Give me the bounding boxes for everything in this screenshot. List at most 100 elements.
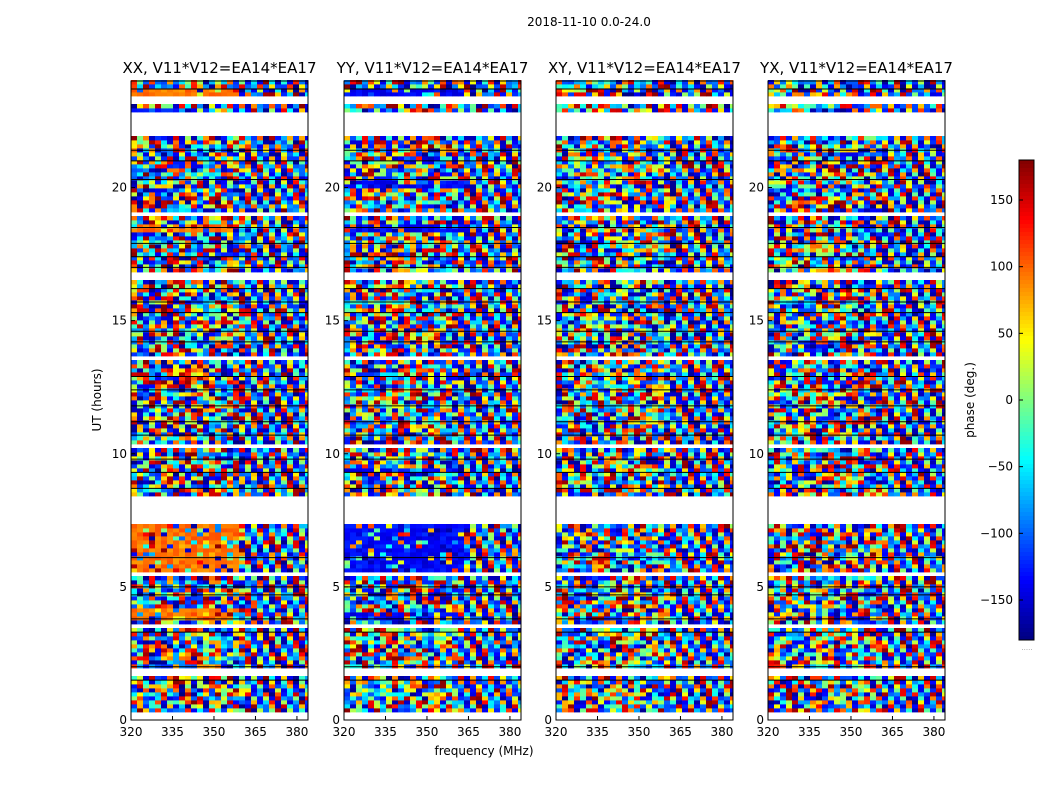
heatmap-cell	[161, 180, 168, 185]
heatmap-cell	[155, 268, 162, 273]
heatmap-cell	[161, 392, 168, 397]
heatmap-cell	[275, 472, 282, 477]
heatmap-cell	[299, 232, 306, 237]
heatmap-cell	[299, 428, 306, 433]
heatmap-cell	[167, 152, 174, 157]
heatmap-cell	[185, 400, 192, 405]
heatmap-cell	[161, 312, 168, 317]
heatmap-cell	[404, 652, 411, 657]
heatmap-cell	[257, 568, 264, 573]
heatmap-cell	[500, 708, 507, 713]
heatmap-cell	[179, 180, 186, 185]
heatmap-cell	[416, 608, 423, 613]
heatmap-cell	[215, 392, 222, 397]
heatmap-cell	[251, 260, 258, 265]
heatmap-cell	[356, 700, 363, 705]
heatmap-cell	[368, 700, 375, 705]
heatmap-cell	[251, 652, 258, 657]
heatmap-cell	[203, 400, 210, 405]
heatmap-cell	[215, 224, 222, 229]
heatmap-cell	[299, 308, 306, 313]
heatmap-cell	[305, 104, 309, 109]
heatmap-cell	[251, 232, 258, 237]
heatmap-cell	[287, 140, 294, 145]
heatmap-cell	[305, 456, 309, 461]
heatmap-cell	[299, 228, 306, 233]
heatmap-cell	[131, 92, 138, 97]
heatmap-cell	[233, 544, 240, 549]
heatmap-cell	[197, 660, 204, 665]
heatmap-cell	[221, 252, 228, 257]
heatmap-cell	[299, 560, 306, 565]
heatmap-cell	[209, 144, 216, 149]
heatmap-cell	[251, 524, 258, 529]
heatmap-cell	[137, 180, 144, 185]
heatmap-cell	[476, 656, 483, 661]
heatmap-cell	[209, 316, 216, 321]
heatmap-cell	[422, 636, 429, 641]
heatmap-cell	[227, 252, 234, 257]
heatmap-cell	[209, 168, 216, 173]
heatmap-cell	[257, 600, 264, 605]
heatmap-cell	[392, 600, 399, 605]
heatmap-cell	[179, 492, 186, 497]
heatmap-cell	[239, 468, 246, 473]
heatmap-cell	[155, 196, 162, 201]
heatmap-cell	[287, 152, 294, 157]
heatmap-cell	[131, 536, 138, 541]
heatmap-cell	[227, 232, 234, 237]
heatmap-cell	[233, 648, 240, 653]
heatmap-cell	[446, 696, 453, 701]
heatmap-cell	[173, 332, 180, 337]
heatmap-cell	[197, 220, 204, 225]
heatmap-cell	[149, 640, 156, 645]
heatmap-cell	[155, 708, 162, 713]
heatmap-cell	[416, 600, 423, 605]
heatmap-cell	[281, 412, 288, 417]
heatmap-cell	[221, 432, 228, 437]
heatmap-cell	[374, 616, 381, 621]
heatmap-cell	[209, 136, 216, 141]
heatmap-cell	[137, 248, 144, 253]
heatmap-cell	[131, 588, 138, 593]
heatmap-cell	[155, 292, 162, 297]
heatmap-cell	[293, 384, 300, 389]
heatmap-cell	[446, 676, 453, 681]
heatmap-cell	[227, 468, 234, 473]
heatmap-cell	[416, 656, 423, 661]
heatmap-cell	[191, 364, 198, 369]
heatmap-cell	[143, 472, 150, 477]
heatmap-cell	[263, 452, 270, 457]
heatmap-cell	[428, 656, 435, 661]
heatmap-cell	[137, 472, 144, 477]
heatmap-cell	[293, 700, 300, 705]
heatmap-cell	[368, 592, 375, 597]
heatmap-cell	[179, 468, 186, 473]
heatmap-cell	[494, 692, 501, 697]
heatmap-cell	[221, 248, 228, 253]
heatmap-cell	[167, 292, 174, 297]
heatmap-cell	[185, 384, 192, 389]
heatmap-cell	[191, 188, 198, 193]
heatmap-cell	[239, 396, 246, 401]
heatmap-cell	[362, 576, 369, 581]
heatmap-cell	[257, 416, 264, 421]
heatmap-cell	[185, 160, 192, 165]
heatmap-cell	[221, 196, 228, 201]
heatmap-cell	[197, 228, 204, 233]
heatmap-cell	[293, 632, 300, 637]
heatmap-cell	[227, 436, 234, 441]
heatmap-cell	[392, 632, 399, 637]
heatmap-cell	[131, 548, 138, 553]
heatmap-cell	[275, 708, 282, 713]
heatmap-cell	[251, 640, 258, 645]
heatmap-cell	[143, 464, 150, 469]
heatmap-cell	[239, 172, 246, 177]
heatmap-cell	[410, 616, 417, 621]
heatmap-cell	[275, 236, 282, 241]
heatmap-cell	[203, 652, 210, 657]
heatmap-cell	[305, 152, 309, 157]
heatmap-cell	[428, 652, 435, 657]
heatmap-cell	[470, 700, 477, 705]
